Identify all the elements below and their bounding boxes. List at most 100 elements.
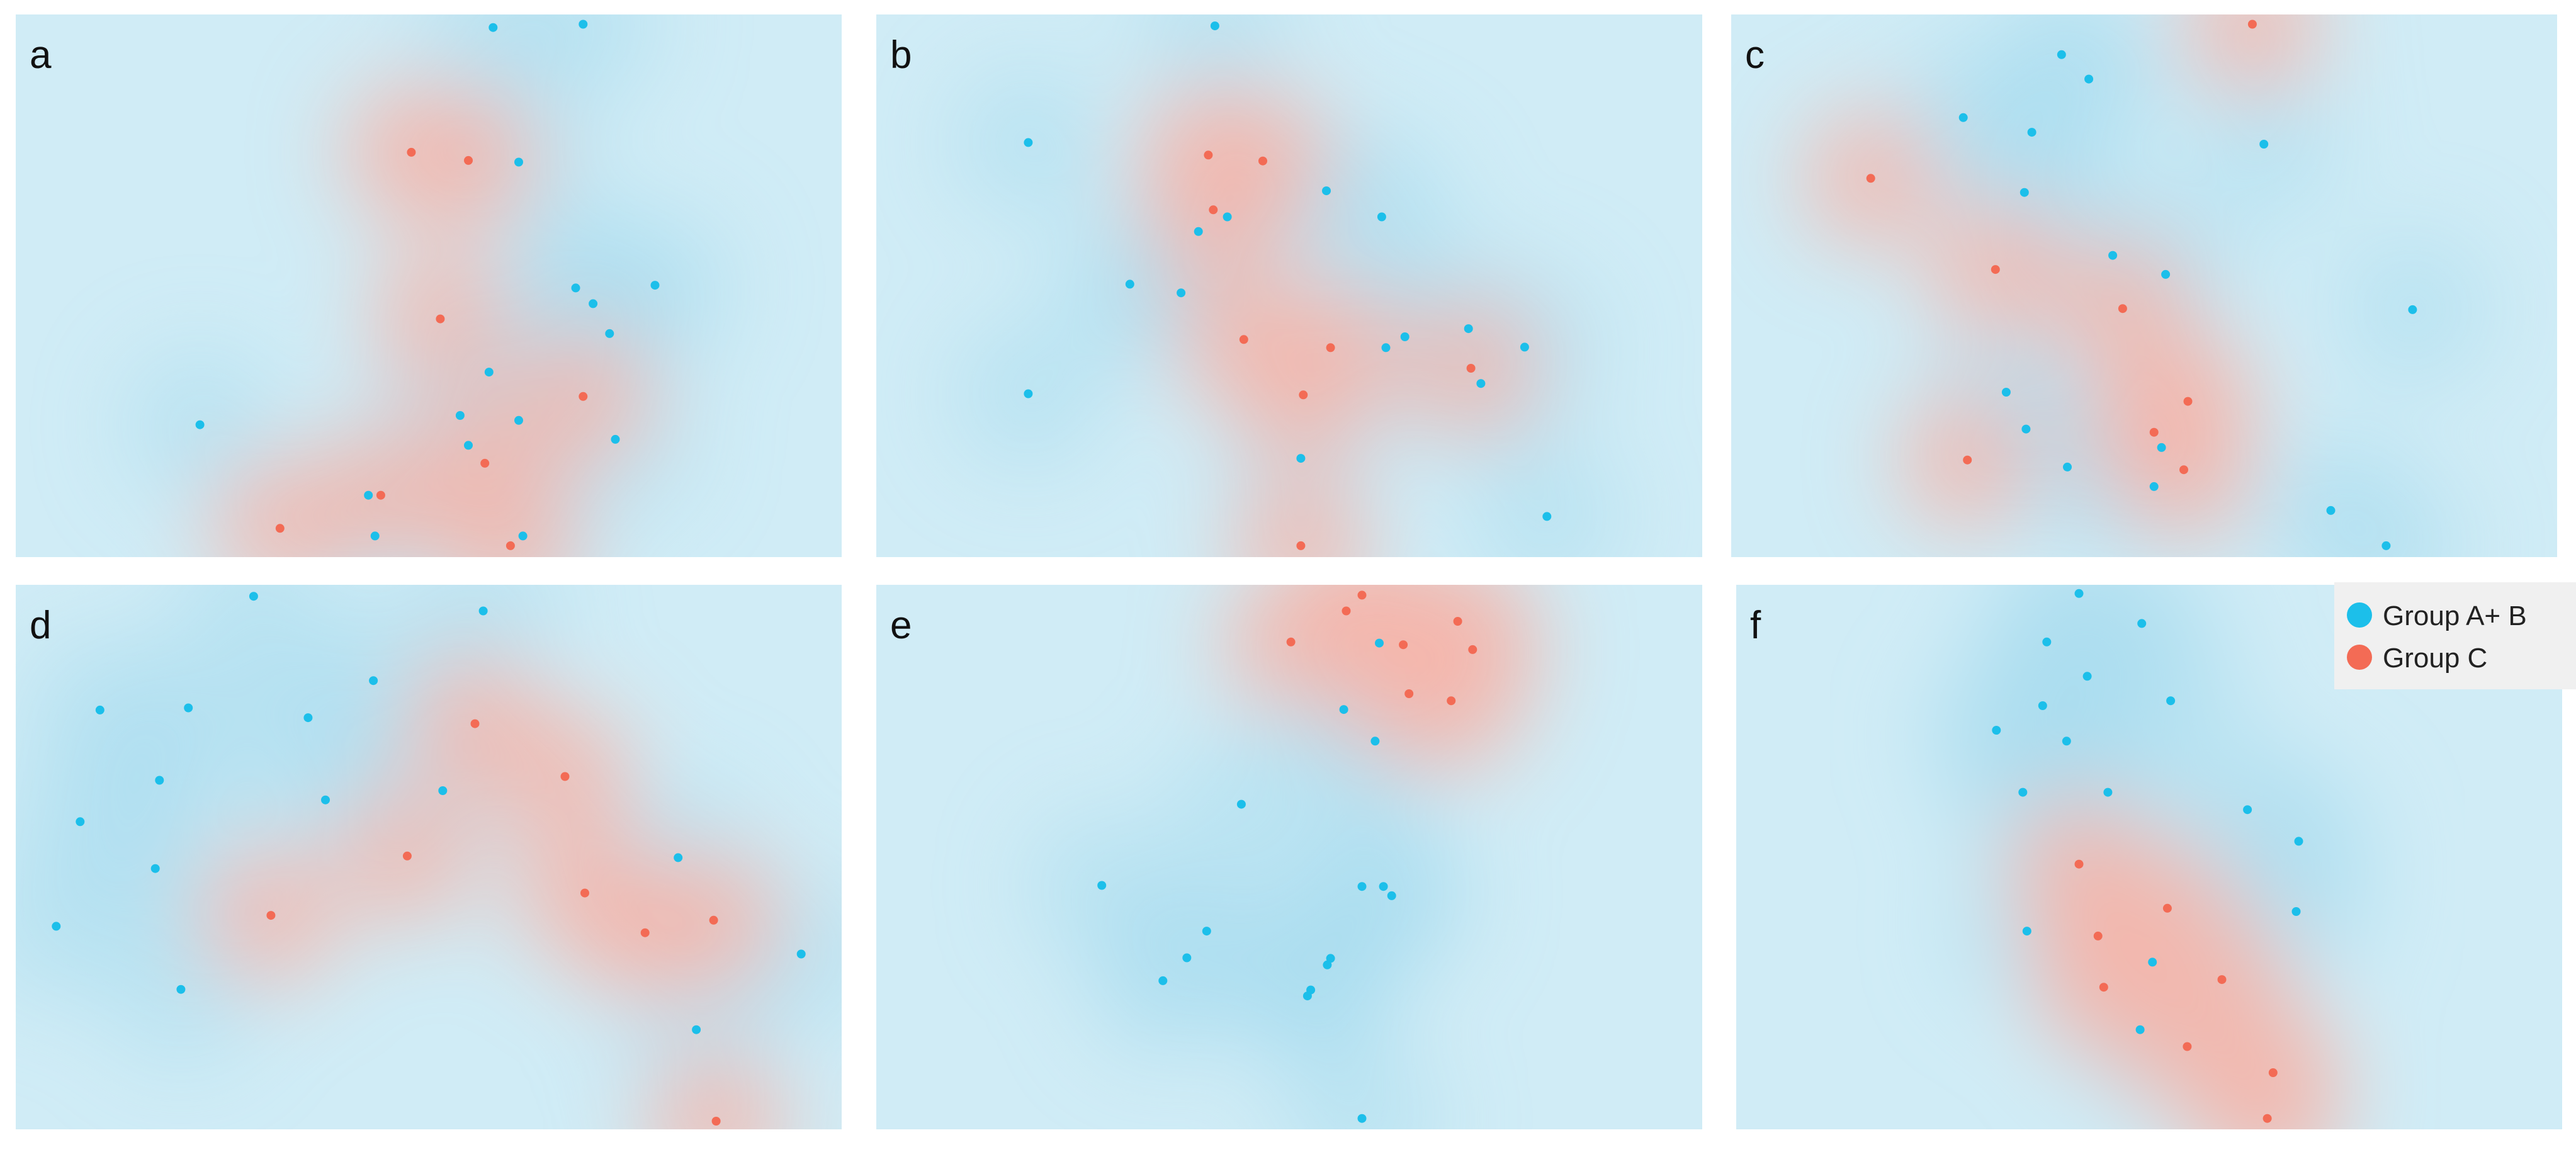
point-group-ab-9 bbox=[1182, 953, 1192, 963]
point-group-c-3 bbox=[579, 392, 588, 401]
point-group-c-0 bbox=[2247, 20, 2257, 29]
point-group-ab-7 bbox=[2161, 269, 2171, 279]
point-group-ab-9 bbox=[2001, 388, 2011, 397]
point-group-c-1 bbox=[1866, 174, 1875, 183]
point-group-ab-0 bbox=[489, 23, 498, 32]
panel-label-f: f bbox=[1750, 604, 1761, 647]
point-group-ab-8 bbox=[1202, 927, 1211, 936]
point-group-ab-3 bbox=[1194, 227, 1203, 236]
point-group-c-4 bbox=[2217, 975, 2227, 985]
point-group-c-5 bbox=[2149, 427, 2159, 437]
point-group-ab-0 bbox=[2057, 50, 2066, 59]
point-group-ab-4 bbox=[1097, 881, 1107, 890]
point-group-ab-12 bbox=[52, 922, 61, 931]
point-group-ab-10 bbox=[150, 864, 160, 873]
point-group-c-3 bbox=[1399, 640, 1408, 650]
point-group-ab-6 bbox=[155, 776, 164, 785]
point-group-c-5 bbox=[1299, 390, 1308, 400]
point-group-ab-7 bbox=[1177, 288, 1186, 298]
point-group-ab-10 bbox=[2243, 805, 2252, 815]
point-group-c-2 bbox=[2093, 931, 2103, 940]
point-group-ab-7 bbox=[484, 368, 494, 377]
point-group-ab-5 bbox=[1377, 212, 1386, 222]
legend-marker-group-c bbox=[2347, 645, 2372, 670]
point-group-c-7 bbox=[1296, 541, 1306, 550]
point-group-c-2 bbox=[1991, 265, 2000, 274]
point-group-c-7 bbox=[1963, 455, 1972, 465]
point-group-ab-9 bbox=[76, 817, 85, 827]
point-group-ab-0 bbox=[249, 592, 258, 601]
point-group-ab-6 bbox=[1125, 280, 1134, 289]
point-group-c-6 bbox=[709, 915, 718, 925]
point-group-ab-1 bbox=[2137, 619, 2147, 628]
point-group-ab-12 bbox=[2291, 907, 2301, 916]
point-group-ab-5 bbox=[369, 676, 378, 686]
point-group-c-2 bbox=[1209, 205, 1218, 215]
point-group-ab-8 bbox=[2408, 305, 2417, 314]
point-group-ab-9 bbox=[1400, 332, 1409, 341]
point-group-ab-6 bbox=[605, 329, 614, 338]
point-group-c-1 bbox=[560, 772, 570, 781]
point-group-ab-11 bbox=[2294, 837, 2303, 846]
point-group-ab-15 bbox=[2135, 1025, 2145, 1034]
point-group-c-1 bbox=[464, 155, 473, 165]
point-group-c-4 bbox=[1326, 343, 1335, 353]
point-group-ab-13 bbox=[176, 985, 186, 994]
legend-background bbox=[2334, 582, 2576, 689]
point-group-ab-5 bbox=[2020, 188, 2029, 197]
point-group-c-2 bbox=[402, 851, 412, 861]
point-group-ab-15 bbox=[2381, 541, 2391, 550]
point-group-ab-10 bbox=[1158, 976, 1168, 985]
point-group-ab-2 bbox=[1370, 737, 1380, 746]
point-group-ab-3 bbox=[1236, 799, 1246, 809]
point-group-ab-0 bbox=[2074, 589, 2084, 598]
point-group-c-6 bbox=[275, 524, 285, 533]
point-group-ab-7 bbox=[1387, 891, 1396, 900]
point-group-ab-15 bbox=[692, 1025, 701, 1034]
point-group-c-0 bbox=[2074, 859, 2084, 869]
point-group-c-7 bbox=[506, 541, 515, 550]
point-group-c-7 bbox=[711, 1117, 721, 1126]
point-group-ab-8 bbox=[1381, 343, 1391, 353]
point-group-c-1 bbox=[2162, 903, 2172, 913]
point-group-ab-3 bbox=[184, 703, 193, 713]
point-group-ab-15 bbox=[1357, 1114, 1367, 1123]
point-group-ab-6 bbox=[1992, 726, 2001, 735]
point-group-ab-3 bbox=[571, 283, 580, 293]
point-group-c-4 bbox=[2183, 397, 2193, 406]
point-group-c-1 bbox=[1258, 156, 1267, 166]
point-group-ab-7 bbox=[2062, 737, 2071, 746]
point-group-ab-1 bbox=[1024, 138, 1033, 147]
point-group-ab-11 bbox=[674, 853, 683, 862]
point-group-ab-8 bbox=[455, 411, 465, 420]
panel-e: e bbox=[876, 585, 1702, 1129]
point-group-ab-4 bbox=[303, 713, 313, 723]
point-group-c-0 bbox=[1357, 590, 1367, 600]
point-group-ab-4 bbox=[2166, 696, 2176, 706]
point-group-ab-2 bbox=[1958, 113, 1968, 122]
point-group-ab-13 bbox=[2157, 443, 2166, 452]
point-group-ab-13 bbox=[1024, 389, 1033, 398]
point-group-ab-15 bbox=[518, 531, 528, 541]
point-group-ab-3 bbox=[2027, 128, 2037, 137]
point-group-ab-2 bbox=[1223, 212, 1232, 222]
point-group-c-5 bbox=[640, 928, 650, 937]
panel-label-b: b bbox=[890, 33, 912, 77]
point-group-ab-5 bbox=[2038, 701, 2047, 710]
point-group-ab-14 bbox=[2148, 957, 2157, 967]
point-group-ab-11 bbox=[464, 441, 473, 450]
point-group-ab-4 bbox=[2259, 140, 2269, 149]
point-group-ab-0 bbox=[1375, 638, 1384, 648]
legend-marker-group-ab bbox=[2347, 602, 2372, 628]
panel-label-c: c bbox=[1745, 33, 1765, 77]
panel-a: a bbox=[16, 14, 842, 557]
point-group-ab-14 bbox=[370, 531, 380, 541]
point-group-ab-4 bbox=[589, 299, 598, 308]
point-group-ab-1 bbox=[2084, 74, 2094, 84]
point-group-ab-7 bbox=[321, 795, 330, 805]
point-group-c-2 bbox=[436, 314, 445, 324]
point-group-ab-2 bbox=[514, 157, 523, 167]
point-group-c-3 bbox=[580, 888, 589, 898]
point-group-c-1 bbox=[1342, 606, 1351, 616]
point-group-c-4 bbox=[480, 458, 490, 468]
